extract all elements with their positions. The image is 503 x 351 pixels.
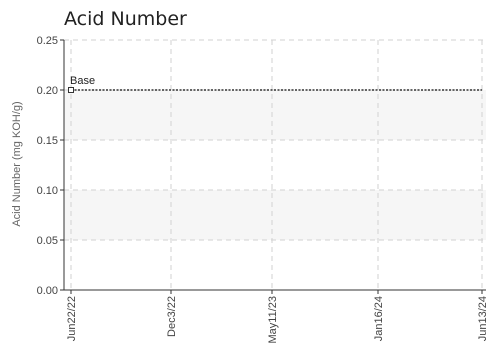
series: Base [68, 75, 482, 93]
y-tick-label-4: 0.20 [37, 85, 58, 97]
y-tick-label-0: 0.00 [37, 285, 58, 297]
data-label-0-0: Base [70, 75, 95, 87]
background-band-0 [64, 190, 486, 240]
y-tick-label-3: 0.15 [37, 135, 58, 147]
axes [63, 40, 486, 291]
x-ticks: Jun22/22 Dec3/22 May11/23 Jan16/24 Jun13/24 [66, 290, 489, 344]
y-tick-label-2: 0.10 [37, 185, 58, 197]
data-point-0-0 [68, 87, 74, 93]
background-band-1 [64, 90, 486, 140]
background-bands [64, 90, 486, 240]
gridlines [64, 39, 486, 290]
chart-title: Acid Number [64, 8, 187, 30]
x-tick-label-2: May11/23 [267, 296, 279, 344]
y-tick-label-1: 0.05 [37, 235, 58, 247]
x-tick-label-1: Dec3/22 [166, 296, 178, 337]
x-tick-label-0: Jun22/22 [66, 296, 78, 341]
x-tick-label-4: Jun13/24 [477, 296, 489, 341]
y-tick-label-5: 0.25 [37, 35, 58, 47]
x-tick-label-3: Jan16/24 [373, 296, 385, 341]
y-ticks: 0.00 0.05 0.10 0.15 0.20 0.25 [37, 35, 64, 297]
y-axis-label: Acid Number (mg KOH/g) [11, 101, 23, 226]
